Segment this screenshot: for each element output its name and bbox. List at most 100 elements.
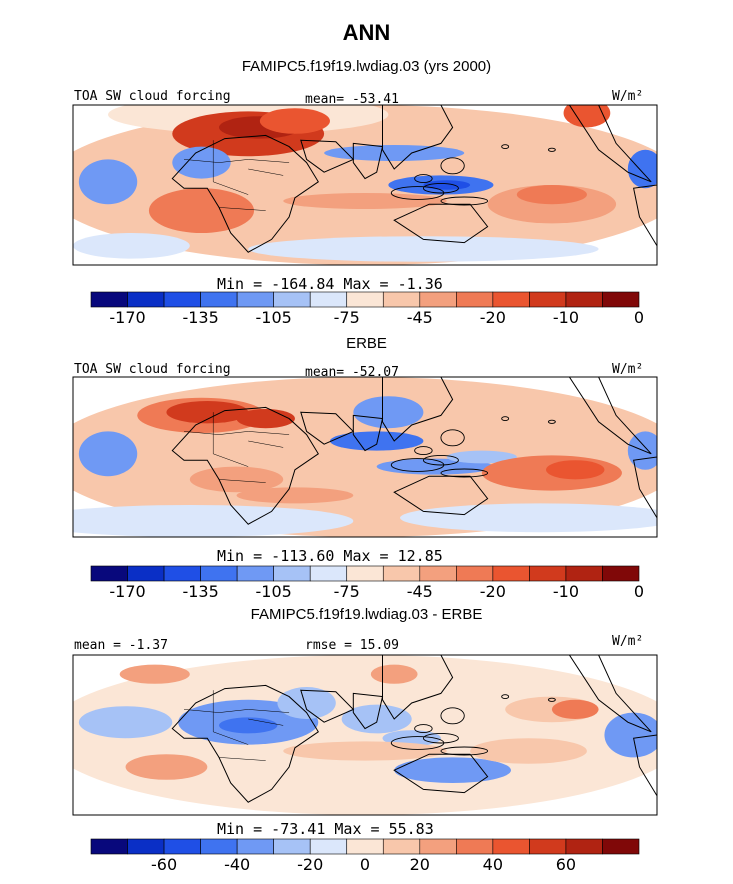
obs-contour-s-indian [236,487,354,504]
diff-colorbar-swatch [419,838,457,855]
model-contour-arabia [259,108,330,134]
model-contour-warmpool-core [423,180,471,190]
diff-colorbar-swatch [163,838,201,855]
obs-colorbar-tick-label: -105 [256,582,292,601]
model-subtitle: FAMIPC5.f19f19.lwdiag.03 (yrs 2000) [241,58,492,75]
model-contour-nam-coast [563,105,611,128]
diff-coast-arabia [300,689,355,723]
diff-colorbar-swatch [382,838,421,855]
obs-border-1 [212,412,249,467]
model-contour-sw-band [73,233,190,259]
diff-contour-s-atlantic [125,754,208,780]
diff-border-0 [183,709,290,713]
model-contour-south-band [248,236,599,262]
obs-colorbar-tick-label: -20 [480,582,506,601]
obs-colorbar-swatch [565,565,603,582]
model-coast-namerica [568,105,652,183]
diff-coast-australia [393,753,489,794]
diff-map [72,654,658,816]
model-mean-label: mean= -53.41 [305,92,399,107]
model-island-1 [422,182,459,194]
diff-contour-arabia-blue [277,687,336,719]
diff-coastlines [171,655,657,803]
diff-colorbar-tick-label: 0 [360,855,370,874]
obs-island-6 [440,429,465,447]
diff-border-3 [218,757,266,761]
diff-contour-australia-blue [394,757,511,783]
diff-colorbar-swatch [346,838,384,855]
diff-contour-atlantic-blue [78,706,173,739]
obs-contour-amazon [78,431,138,477]
diff-contour-africa-core [219,717,278,734]
model-border-0 [183,159,290,163]
diff-colorbar-swatch [456,838,494,855]
obs-coast-samerica [633,456,657,519]
model-border-1 [212,140,249,195]
page-title: ANN [342,20,391,45]
model-border-3 [218,207,266,211]
obs-contour-se-pacific-core [546,460,605,480]
diff-contour-s-indian [283,741,447,761]
model-colorbar-swatch [419,291,457,308]
model-colorbar-swatch [309,291,348,308]
diff-subtitle: FAMIPC5.f19f19.lwdiag.03 - ERBE [250,606,483,623]
obs-island-4 [501,416,510,421]
model-colorbar-swatch [90,291,128,308]
model-contour-amazon [78,159,138,205]
model-contour-maritime-blue [324,145,465,161]
obs-contour-bay-bengal [329,431,424,451]
diff-contour-c-pacific-core [551,699,599,720]
diff-coast-samerica [633,734,657,797]
diff-colorbar-swatch [90,838,128,855]
obs-colorbar-swatch [273,565,311,582]
model-map-frame [72,104,658,266]
model-contour-congo [172,146,231,179]
diff-mean-label: mean = -1.37 [74,638,168,653]
model-colorbar-swatch [127,291,165,308]
model-island-3 [414,174,433,184]
model-coastlines [171,105,657,253]
obs-map [72,376,658,538]
diff-coast-asia [382,655,454,720]
obs-colorbar-tick-label: -170 [109,582,145,601]
diff-colorbar-swatch [127,838,165,855]
obs-coastlines [171,377,657,525]
obs-contour-w-pacific [446,450,517,464]
diff-colorbar-tick-label: 40 [483,855,503,874]
diff-colorbar-swatch [602,838,640,855]
model-colorbar-tick-label: -170 [109,308,145,327]
diff-map-frame [72,654,658,816]
obs-coast-africa [171,406,319,525]
diff-colorbar-swatch [273,838,311,855]
obs-coast-australia [393,475,489,516]
diff-coast-india [352,692,384,730]
obs-colorbar-swatch [382,565,421,582]
obs-coast-asia [382,377,454,442]
obs-field [73,377,657,537]
model-contour-se-pacific-core [516,185,587,205]
diff-island-6 [440,707,465,725]
model-island-5 [547,147,556,152]
diff-units-label: W/m² [612,634,644,649]
obs-subtitle: ERBE [346,335,387,352]
model-colorbar-swatch [565,291,603,308]
model-field [73,105,657,265]
obs-units-label: W/m² [612,362,644,377]
model-contour-s-atlantic [148,188,255,234]
model-contour-e-pacific [627,149,657,189]
model-island-4 [501,144,510,149]
diff-contour-n-pacific [370,664,418,684]
diff-colorbar-swatch [236,838,274,855]
obs-coast-namerica [568,377,652,455]
obs-contour-south-band [73,505,354,537]
obs-colorbar-tick-label: -135 [182,582,218,601]
obs-coast-india [352,414,384,452]
model-colorbar-swatch [456,291,494,308]
obs-colorbar-swatch [90,565,128,582]
diff-coast-namerica [568,655,652,733]
model-colorbar-swatch [529,291,567,308]
obs-colorbar-swatch [236,565,274,582]
obs-colorbar-tick-label: -75 [334,582,360,601]
obs-colorbar-tick-label: 0 [634,582,644,601]
